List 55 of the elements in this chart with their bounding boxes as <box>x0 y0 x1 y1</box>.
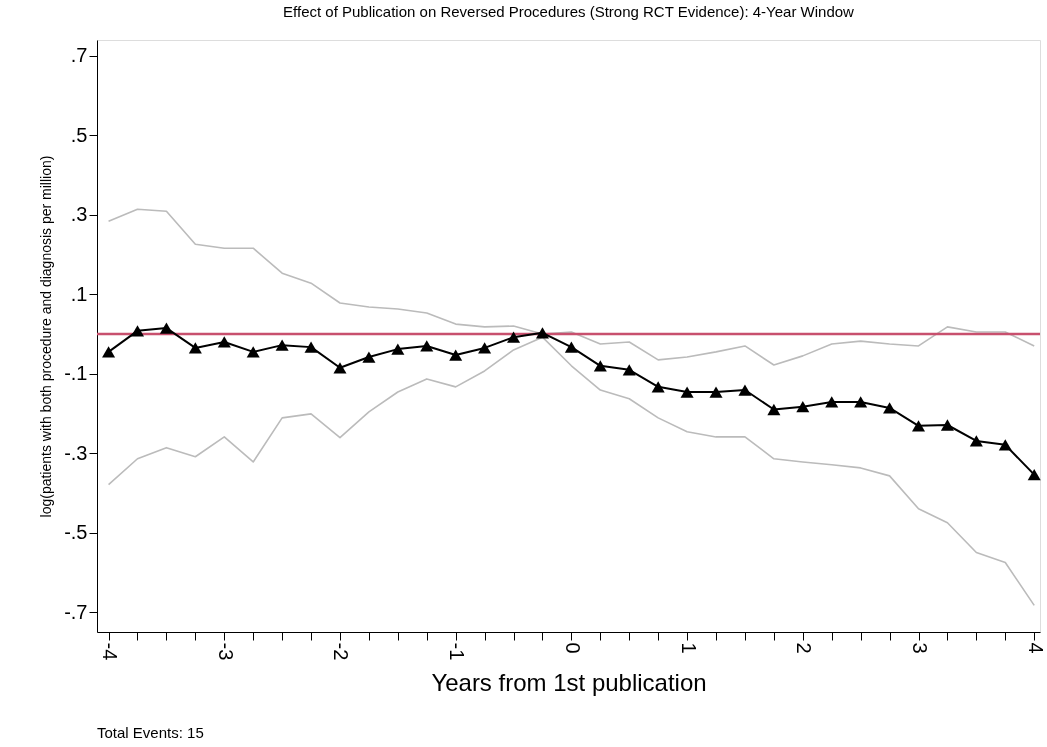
x-tick-label: -3 <box>214 642 237 661</box>
point <box>883 402 897 414</box>
point <box>825 396 839 408</box>
point <box>622 364 636 376</box>
y-tick-label: .1 <box>70 282 88 305</box>
point <box>449 349 463 361</box>
point <box>911 420 926 432</box>
y-tick-label: -.7 <box>64 600 88 623</box>
point <box>593 360 607 372</box>
x-tick-label: 1 <box>677 642 700 654</box>
y-tick-label: -.1 <box>64 362 88 385</box>
point <box>535 327 549 339</box>
point <box>709 386 723 398</box>
point <box>940 419 954 431</box>
point <box>188 342 202 354</box>
point <box>507 331 521 343</box>
y-tick-label: -.3 <box>64 441 88 464</box>
point <box>969 435 983 447</box>
point <box>1027 469 1041 481</box>
chart-title: Effect of Publication on Reversed Procedures (Strong RCT Evidence): 4-Year Window <box>283 3 855 20</box>
point <box>796 401 810 413</box>
point <box>304 341 318 353</box>
x-tick-label: 2 <box>793 642 816 654</box>
point <box>102 346 116 358</box>
y-axis-title: log(patients with both procedure and diagnosis per million) <box>38 155 55 518</box>
x-tick-label: -4 <box>99 642 122 661</box>
point <box>478 342 492 354</box>
point <box>362 351 376 363</box>
point <box>333 362 347 374</box>
y-tick-label: .7 <box>70 44 88 67</box>
y-tick-label: -.5 <box>64 521 88 544</box>
point <box>130 325 145 337</box>
x-tick-label: -2 <box>330 642 353 661</box>
x-tick-label: 4 <box>1024 642 1047 654</box>
point <box>275 339 289 351</box>
point <box>420 340 434 352</box>
point <box>998 439 1012 451</box>
text: Total Events: 15 <box>97 724 204 741</box>
point <box>651 381 665 393</box>
x-tick-label: 0 <box>561 642 584 654</box>
point <box>738 384 752 396</box>
x-tick-label: -1 <box>446 642 469 661</box>
x-tick-label: 3 <box>909 642 932 654</box>
y-tick-label: .3 <box>70 203 88 226</box>
point <box>159 322 173 334</box>
x-axis-title: Years from 1st publication <box>431 669 707 697</box>
point <box>391 343 405 355</box>
y-tick-label: .5 <box>70 123 88 146</box>
point <box>767 403 781 416</box>
point <box>854 396 868 408</box>
line-series <box>107 208 1036 366</box>
point <box>680 386 694 398</box>
point <box>564 341 578 353</box>
point <box>217 336 231 348</box>
point <box>246 346 260 358</box>
